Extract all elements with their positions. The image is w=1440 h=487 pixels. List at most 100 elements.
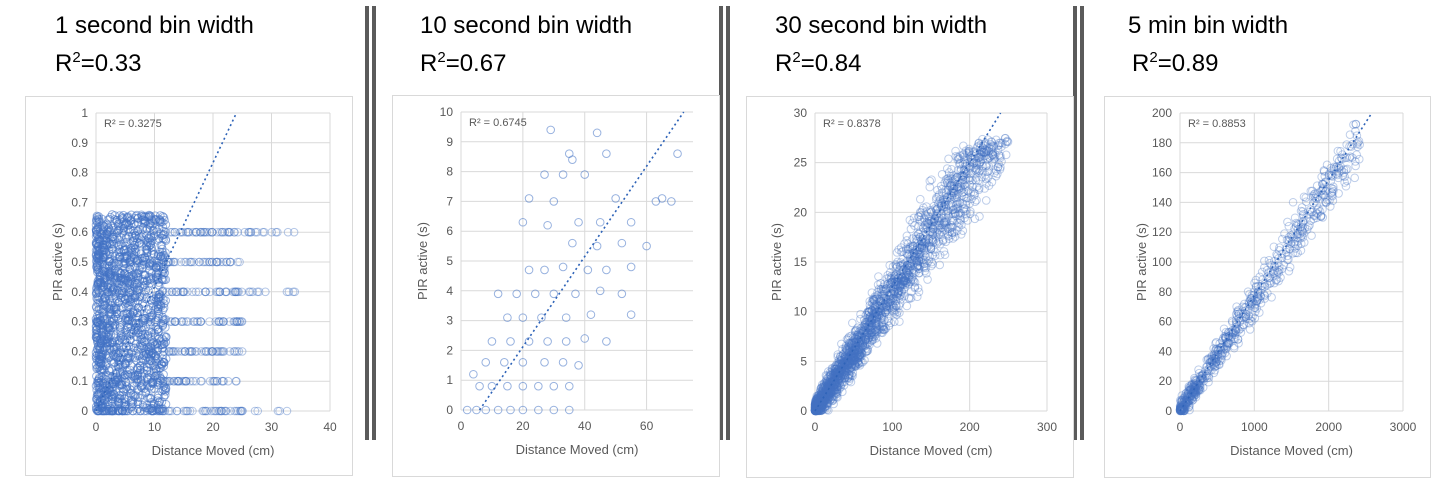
data-point bbox=[101, 273, 111, 282]
data-point bbox=[1254, 293, 1263, 303]
data-point bbox=[947, 184, 957, 193]
data-point bbox=[919, 245, 929, 254]
data-point bbox=[104, 365, 114, 375]
data-point bbox=[830, 374, 840, 383]
data-point bbox=[819, 382, 829, 391]
data-point bbox=[866, 316, 875, 325]
data-point bbox=[848, 357, 858, 366]
data-point bbox=[1187, 394, 1196, 404]
data-point bbox=[914, 212, 923, 221]
data-point bbox=[903, 274, 913, 283]
data-point bbox=[1188, 395, 1198, 405]
data-point bbox=[856, 309, 865, 319]
data-point bbox=[201, 227, 210, 237]
data-point bbox=[156, 217, 166, 227]
data-point bbox=[832, 372, 842, 381]
data-point bbox=[840, 367, 850, 377]
data-point bbox=[873, 290, 882, 300]
data-point bbox=[868, 315, 877, 325]
data-point bbox=[114, 355, 124, 365]
data-point bbox=[830, 375, 840, 385]
data-point bbox=[974, 164, 983, 173]
data-point bbox=[1313, 205, 1322, 215]
data-point bbox=[179, 287, 189, 297]
data-point bbox=[1232, 311, 1242, 321]
data-point bbox=[864, 328, 874, 338]
data-point bbox=[1179, 403, 1189, 413]
data-point bbox=[940, 178, 950, 187]
data-point bbox=[879, 293, 889, 303]
data-point bbox=[169, 376, 179, 386]
data-point bbox=[961, 146, 971, 156]
data-point bbox=[820, 399, 830, 408]
data-point bbox=[225, 347, 235, 356]
data-point bbox=[1186, 391, 1196, 401]
data-point bbox=[846, 350, 856, 359]
data-point bbox=[115, 406, 124, 416]
data-point bbox=[1318, 184, 1328, 194]
data-point bbox=[216, 257, 225, 267]
data-point bbox=[929, 217, 939, 227]
data-point bbox=[1190, 375, 1200, 385]
data-point bbox=[858, 340, 868, 350]
data-point bbox=[902, 278, 911, 288]
data-point bbox=[958, 199, 967, 208]
data-point bbox=[895, 317, 904, 326]
data-point bbox=[861, 335, 871, 345]
data-point bbox=[956, 164, 966, 174]
data-point bbox=[1238, 322, 1247, 332]
data-point bbox=[880, 305, 889, 315]
data-point bbox=[826, 388, 836, 398]
data-point bbox=[288, 287, 298, 297]
data-point bbox=[879, 297, 888, 306]
data-point bbox=[859, 315, 869, 325]
data-point bbox=[891, 301, 901, 311]
data-point bbox=[811, 406, 821, 416]
data-point bbox=[880, 285, 890, 295]
data-point bbox=[864, 308, 874, 317]
data-point bbox=[1177, 405, 1186, 414]
data-point bbox=[933, 216, 943, 225]
data-point bbox=[817, 394, 826, 404]
data-point bbox=[95, 396, 105, 406]
data-point bbox=[822, 378, 831, 387]
data-point bbox=[817, 403, 827, 413]
data-point bbox=[1260, 256, 1269, 266]
data-point bbox=[819, 392, 829, 401]
y-tick-label: 3 bbox=[446, 314, 453, 328]
data-point bbox=[829, 385, 839, 395]
data-point bbox=[1353, 137, 1363, 147]
data-point bbox=[829, 386, 839, 396]
data-point bbox=[820, 388, 830, 398]
data-point bbox=[1193, 377, 1202, 387]
data-point bbox=[1313, 192, 1323, 201]
y-tick-label: 5 bbox=[800, 354, 807, 368]
data-point bbox=[819, 390, 828, 400]
x-tick-label: 40 bbox=[323, 420, 337, 434]
r2-annotation: R² = 0.3275 bbox=[104, 118, 162, 130]
data-point bbox=[884, 301, 894, 311]
y-tick-label: 0.3 bbox=[71, 315, 88, 329]
data-point bbox=[186, 347, 195, 356]
data-point bbox=[896, 279, 906, 289]
data-point bbox=[141, 255, 151, 265]
data-point bbox=[1189, 392, 1199, 402]
data-point bbox=[884, 290, 893, 300]
data-point bbox=[1257, 281, 1266, 291]
data-point bbox=[1321, 186, 1331, 196]
x-tick-label: 3000 bbox=[1390, 420, 1417, 434]
data-point bbox=[834, 368, 843, 378]
data-point bbox=[140, 253, 150, 263]
data-point bbox=[846, 339, 855, 348]
data-point bbox=[150, 211, 160, 221]
data-point bbox=[893, 287, 902, 296]
data-point bbox=[1218, 343, 1227, 352]
data-point bbox=[844, 369, 854, 379]
data-point bbox=[827, 383, 837, 392]
x-axis-title: Distance Moved (cm) bbox=[152, 443, 275, 458]
data-point bbox=[163, 376, 173, 386]
data-point bbox=[96, 229, 106, 239]
data-point bbox=[964, 147, 974, 156]
data-point bbox=[975, 152, 984, 162]
data-point bbox=[1236, 316, 1245, 325]
